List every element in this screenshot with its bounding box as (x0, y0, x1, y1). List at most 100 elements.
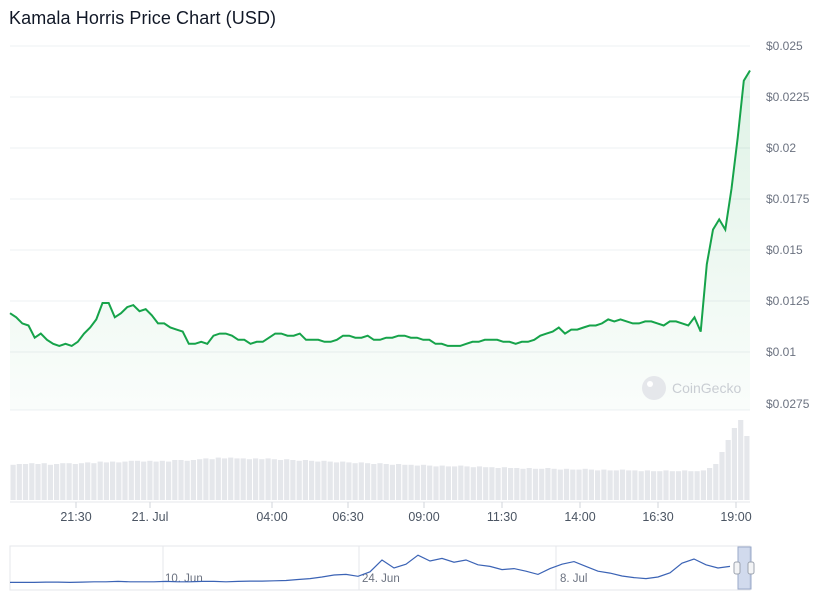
x-tick-label: 21. Jul (132, 510, 169, 524)
volume-bar (663, 470, 669, 500)
chart-title: Kamala Horris Price Chart (USD) (9, 8, 277, 28)
volume-bar (259, 459, 265, 500)
volume-bar (365, 463, 371, 500)
volume-bar (688, 471, 694, 500)
volume-bar (651, 471, 657, 500)
volume-bar (532, 468, 539, 500)
volume-bar (675, 471, 682, 500)
volume-bar (172, 460, 178, 500)
x-tick-label: 14:00 (564, 510, 595, 524)
volume-axis-tick: $0.0275 (766, 397, 810, 411)
volume-bar (315, 461, 321, 500)
volume-bar (632, 470, 638, 500)
volume-bar (383, 464, 389, 500)
volume-bar (97, 461, 103, 500)
volume-bar (128, 460, 134, 500)
x-tick-label: 06:30 (332, 510, 363, 524)
volume-bar (414, 465, 420, 500)
volume-bar (228, 457, 234, 500)
volume-bar (122, 461, 128, 500)
volume-bar (271, 459, 277, 500)
volume-bar (402, 464, 408, 500)
volume-bar (184, 460, 190, 500)
navigator-tick-label: 8. Jul (560, 573, 588, 585)
volume-bar (352, 463, 358, 500)
volume-bar (60, 463, 66, 500)
volume-bar (694, 471, 700, 500)
volume-bar (116, 462, 122, 500)
volume-bar (738, 420, 744, 500)
volume-bar (296, 460, 302, 500)
volume-bar (41, 463, 47, 500)
volume-bars (10, 420, 750, 500)
x-tick-label: 09:00 (408, 510, 439, 524)
navigator-handle-left[interactable] (733, 561, 741, 575)
navigator-frame (9, 545, 751, 591)
volume-bar (209, 459, 215, 500)
volume-bar (29, 463, 35, 500)
x-tick-label: 11:30 (487, 510, 517, 524)
volume-bar (153, 461, 159, 500)
volume-bar (265, 458, 271, 500)
volume-bar (246, 459, 252, 500)
volume-bar (483, 467, 489, 500)
volume-bar (713, 464, 719, 500)
navigator-tick-label: 24. Jun (362, 573, 400, 585)
volume-bar (234, 458, 240, 500)
volume-bar (657, 471, 663, 500)
volume-bar (514, 468, 520, 500)
volume-bar (545, 468, 551, 500)
volume-bar (595, 470, 601, 500)
volume-bar (700, 470, 706, 500)
volume-bar (520, 468, 526, 500)
volume-bar (570, 469, 576, 500)
x-axis-ticks: 21:30 21. Jul 04:00 06:30 09:00 11:30 14:00 16:… (60, 502, 752, 524)
watermark-text: CoinGecko (672, 380, 741, 396)
volume-bar (190, 460, 196, 500)
volume-bar (47, 464, 53, 500)
volume-bar (72, 464, 78, 500)
volume-bar (302, 460, 308, 500)
volume-bar (601, 469, 607, 500)
price-line (9, 69, 751, 348)
y-tick-label: $0.02 (766, 141, 796, 155)
volume-bar (613, 470, 619, 500)
x-tick-label: 19:00 (720, 510, 751, 524)
volume-bar (576, 469, 582, 500)
volume-bar (203, 458, 209, 500)
volume-bar (327, 461, 333, 500)
volume-bar (744, 436, 750, 500)
volume-bar (54, 464, 60, 500)
volume-bar (607, 470, 613, 500)
gridlines (10, 45, 750, 503)
x-tick-label: 16:30 (642, 510, 673, 524)
volume-bar (669, 471, 675, 500)
volume-bar (358, 462, 364, 500)
volume-bar (458, 465, 464, 500)
volume-bar (501, 467, 507, 500)
volume-bar (389, 464, 395, 500)
volume-bar (557, 469, 563, 500)
volume-bar (420, 464, 427, 500)
volume-bar (452, 466, 458, 500)
coingecko-watermark: CoinGecko (642, 376, 741, 400)
volume-bar (215, 457, 221, 500)
navigator-line (10, 554, 731, 584)
volume-bar (221, 458, 228, 500)
volume-bar (619, 469, 626, 500)
volume-bar (134, 460, 141, 500)
y-axis-ticks: $0.025 $0.0225 $0.02 $0.0175 $0.015 $0.0125 $0… (766, 39, 810, 359)
volume-bar (147, 460, 153, 500)
navigator-handle-right[interactable] (747, 561, 755, 575)
volume-bar (309, 460, 315, 500)
y-tick-label: $0.01 (766, 345, 796, 359)
volume-bar (508, 468, 514, 500)
volume-bar (277, 460, 284, 500)
volume-bar (563, 468, 570, 500)
volume-bar (470, 467, 476, 500)
volume-bar (427, 465, 433, 500)
x-tick-label: 04:00 (256, 510, 287, 524)
volume-bar (439, 465, 445, 500)
